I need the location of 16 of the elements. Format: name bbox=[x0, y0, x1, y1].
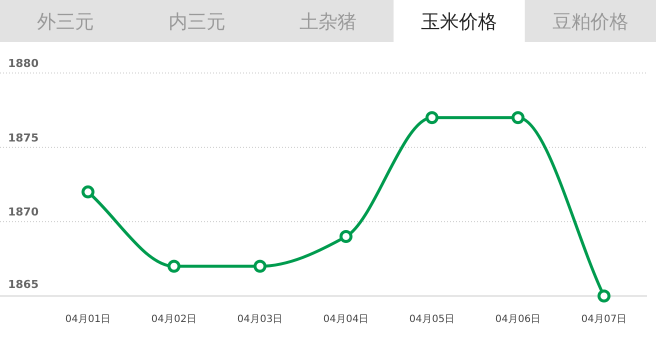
y-tick-label: 1875 bbox=[8, 131, 39, 144]
y-tick-label: 1870 bbox=[8, 206, 39, 219]
x-tick-label: 04月02日 bbox=[151, 314, 197, 325]
text: 豆粕价格 bbox=[552, 11, 628, 33]
text: 外三元 bbox=[37, 11, 94, 33]
x-tick-label: 04月01日 bbox=[65, 314, 111, 325]
text: 内三元 bbox=[168, 11, 226, 33]
x-tick-label: 04月06日 bbox=[495, 314, 541, 325]
y-tick-label: 1865 bbox=[8, 278, 39, 291]
x-tick-label: 04月05日 bbox=[409, 314, 455, 325]
x-tick-label: 04月03日 bbox=[237, 314, 283, 325]
text: 土杂猪 bbox=[300, 11, 356, 33]
y-tick-label: 1880 bbox=[8, 57, 39, 70]
x-tick-label: 04月07日 bbox=[581, 314, 627, 325]
chart-title: 玉米价格 bbox=[421, 11, 498, 33]
x-tick-label: 04月04日 bbox=[323, 314, 369, 325]
